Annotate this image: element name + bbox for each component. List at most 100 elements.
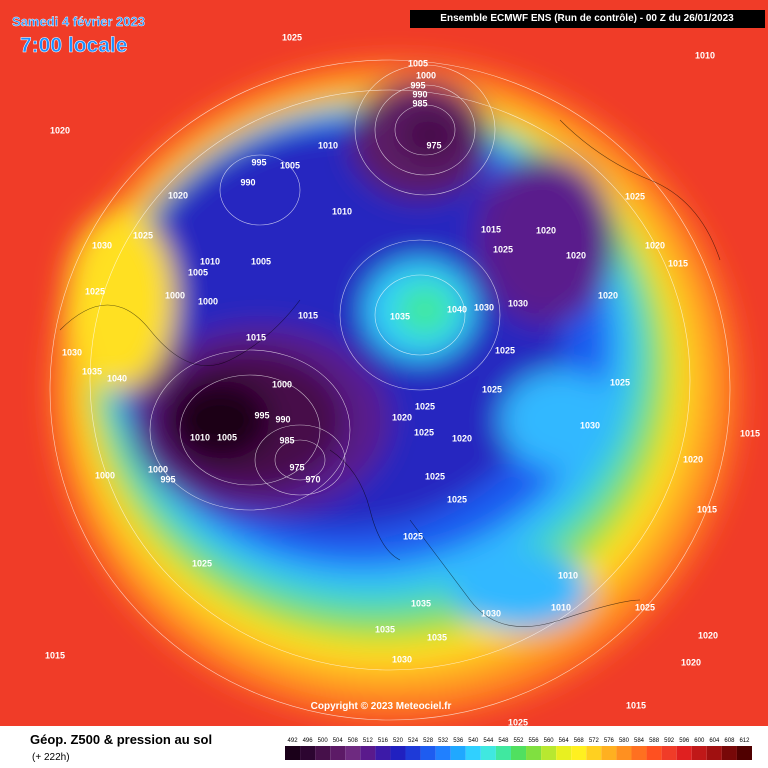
colorbar-label: 584: [634, 738, 645, 744]
colorbar-label: 588: [649, 738, 660, 744]
isobar-label: 1025: [415, 401, 435, 411]
isobar-label: 1020: [698, 630, 718, 640]
isobar-label: 1025: [493, 244, 513, 254]
colorbar-label: 548: [498, 738, 509, 744]
isobar-label: 990: [412, 89, 427, 99]
isobar-label: 1030: [62, 347, 82, 357]
footer-title: Géop. Z500 & pression au sol: [30, 732, 212, 747]
isobar-label: 1030: [392, 654, 412, 664]
isobar-label: 1025: [85, 286, 105, 296]
colorbar-label: 520: [393, 738, 404, 744]
colorbar-swatch: [586, 746, 602, 760]
colorbar-label: 492: [288, 738, 299, 744]
isobar-label: 1000: [165, 290, 185, 300]
isobar-label: 1030: [92, 240, 112, 250]
isobar-label: 1020: [536, 225, 556, 235]
colorbar-swatch: [375, 746, 391, 760]
isobar-label: 1010: [332, 206, 352, 216]
colorbar-label: 504: [333, 738, 344, 744]
isobar-label: 1025: [403, 531, 423, 541]
isobar-label: 1035: [390, 311, 410, 321]
isobar-label: 1025: [414, 427, 434, 437]
colorbar-label: 600: [694, 738, 705, 744]
colorbar-label: 596: [679, 738, 690, 744]
isobar-label: 1010: [200, 256, 220, 266]
colorbar-swatch: [616, 746, 632, 760]
isobar-label: 1005: [188, 267, 208, 277]
colorbar-swatch: [646, 746, 662, 760]
isobar-label: 1015: [740, 428, 760, 438]
colorbar-swatch: [676, 746, 692, 760]
date: Samedi 4 février 2023: [12, 14, 145, 29]
isobar-label: 995: [160, 474, 175, 484]
isobar-label: 1000: [148, 464, 168, 474]
colorbar-label: 516: [378, 738, 389, 744]
colorbar-label: 608: [724, 738, 735, 744]
colorbar-label: 580: [619, 738, 630, 744]
colorbar-label: 556: [529, 738, 540, 744]
isobar-label: 1015: [668, 258, 688, 268]
colorbar-label: 512: [363, 738, 374, 744]
isobar-label: 1000: [272, 379, 292, 389]
isobar-label: 1025: [508, 717, 528, 727]
colorbar-swatch: [300, 746, 316, 760]
isobar-label: 1020: [168, 190, 188, 200]
isobar-label: 1000: [198, 296, 218, 306]
colorbar-swatch: [721, 746, 737, 760]
colorbar-swatch: [285, 746, 301, 760]
colorbar-label: 500: [318, 738, 329, 744]
colorbar-label: 540: [468, 738, 479, 744]
isobar-label: 995: [410, 80, 425, 90]
isobar-label: 1025: [425, 471, 445, 481]
isobar-label: 1005: [408, 58, 428, 68]
isobar-label: 1015: [298, 310, 318, 320]
isobar-label: 1025: [625, 191, 645, 201]
colorbar-swatch: [405, 746, 421, 760]
isobar-label: 1005: [251, 256, 271, 266]
isobar-label: 1040: [107, 373, 127, 383]
colorbar-swatch: [526, 746, 542, 760]
isobar-label: 985: [279, 435, 294, 445]
colorbar-swatch: [480, 746, 496, 760]
colorbar-swatch: [495, 746, 511, 760]
isobar-label: 1030: [481, 608, 501, 618]
colorbar-swatch: [601, 746, 617, 760]
colorbar-swatch: [390, 746, 406, 760]
isobar-label: 1020: [566, 250, 586, 260]
isobar-label: 1010: [318, 140, 338, 150]
field: [0, 0, 768, 726]
isobar-label: 1010: [551, 602, 571, 612]
isobar-label: 1015: [481, 224, 501, 234]
colorbar-swatch: [435, 746, 451, 760]
colorbar-label: 612: [739, 738, 750, 744]
isobar-label: 1030: [474, 302, 494, 312]
isobar-label: 1005: [280, 160, 300, 170]
isobar-label: 1010: [558, 570, 578, 580]
isobar-label: 995: [254, 410, 269, 420]
isobar-label: 1005: [217, 432, 237, 442]
isobar-label: 1020: [681, 657, 701, 667]
colorbar-label: 552: [513, 738, 524, 744]
isobar-label: 1030: [580, 420, 600, 430]
isobar-label: 990: [240, 177, 255, 187]
colorbar-label: 536: [453, 738, 464, 744]
isobar-label: 1035: [411, 598, 431, 608]
colorbar-label: 532: [438, 738, 449, 744]
colorbar-swatch: [691, 746, 707, 760]
isobar-label: 1000: [95, 470, 115, 480]
isobar-label: 985: [412, 98, 427, 108]
colorbar-swatch: [706, 746, 722, 760]
colorbar-swatch: [571, 746, 587, 760]
colorbar-swatch: [345, 746, 361, 760]
colorbar-swatch: [556, 746, 572, 760]
isobar-label: 1035: [375, 624, 395, 634]
forecast-hour: (+ 222h): [32, 752, 70, 763]
colorbar-label: 604: [709, 738, 720, 744]
colorbar-label: 524: [408, 738, 419, 744]
colorbar-label: 528: [423, 738, 434, 744]
run-info: Ensemble ECMWF ENS (Run de contrôle) - 0…: [440, 13, 734, 24]
colorbar-label: 564: [559, 738, 570, 744]
isobar-label: 1020: [645, 240, 665, 250]
isobar-label: 1015: [246, 332, 266, 342]
